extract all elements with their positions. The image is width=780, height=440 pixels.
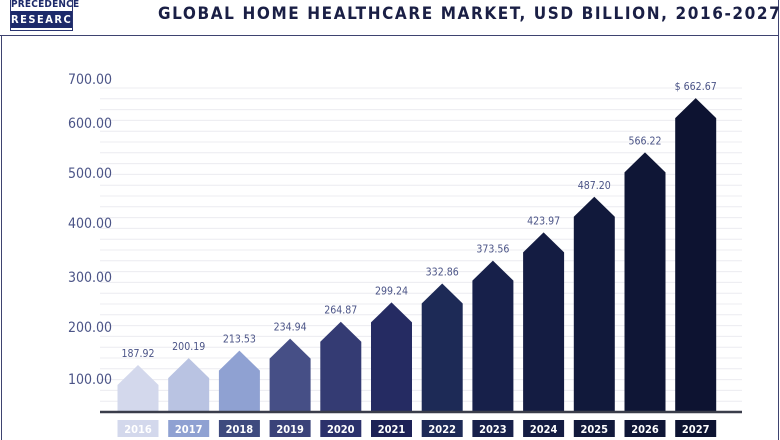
y-tick-label: 700.00	[68, 72, 112, 88]
x-tick-label: 2023	[479, 423, 507, 436]
y-tick-label: 200.00	[68, 320, 112, 336]
y-tick-label: 500.00	[68, 166, 112, 182]
data-label: 264.87	[324, 305, 357, 317]
year-box	[624, 420, 666, 437]
data-label: 487.20	[578, 180, 611, 192]
data-label: 299.24	[375, 285, 408, 297]
x-tick-label: 2019	[276, 423, 304, 436]
x-tick-label: 2022	[428, 423, 456, 436]
frame-right	[778, 0, 779, 440]
x-tick-label: 2027	[682, 423, 710, 436]
chart-title: GLOBAL HOME HEALTHCARE MARKET, USD BILLI…	[158, 4, 780, 24]
year-box	[168, 420, 210, 437]
data-label: $ 662.67	[675, 81, 717, 93]
year-box	[523, 420, 565, 437]
year-box	[117, 420, 159, 437]
data-label: 332.86	[426, 267, 459, 279]
x-tick-label: 2021	[378, 423, 406, 436]
year-box	[269, 420, 311, 437]
bar-2018	[218, 350, 260, 412]
x-tick-label: 2024	[530, 423, 558, 436]
y-tick-label: 400.00	[68, 216, 112, 232]
year-box	[320, 420, 362, 437]
bar-2019	[269, 338, 311, 412]
x-tick-label: 2026	[631, 423, 659, 436]
bar-2021	[371, 302, 412, 412]
bar-2020	[320, 321, 362, 412]
data-label: 187.92	[121, 348, 154, 360]
x-tick-label: 2016	[124, 423, 152, 436]
bar-2016	[117, 364, 159, 412]
bar-2025	[573, 196, 615, 412]
x-tick-label: 2025	[581, 423, 609, 436]
frame-left	[1, 35, 2, 440]
bar-2022	[421, 283, 463, 412]
data-label: 200.19	[172, 341, 205, 353]
bar-2017	[168, 358, 210, 412]
x-tick-label: 2017	[175, 423, 203, 436]
year-box	[472, 420, 514, 437]
bar-2023	[472, 260, 514, 412]
bar-2027	[675, 98, 717, 413]
year-box	[371, 420, 412, 437]
logo: PRECEDENCE RESEARCH	[10, 0, 83, 31]
y-tick-label: 600.00	[68, 116, 112, 132]
data-label: 423.97	[527, 215, 560, 227]
year-box	[218, 420, 260, 437]
bar-2026	[624, 152, 666, 413]
bar-2024	[523, 232, 565, 412]
year-box	[421, 420, 463, 437]
year-box	[573, 420, 615, 437]
frame-top	[0, 35, 779, 36]
data-label: 373.56	[476, 244, 509, 256]
data-label: 566.22	[628, 135, 661, 147]
x-tick-label: 2020	[327, 423, 355, 436]
data-label: 234.94	[274, 322, 307, 334]
logo-line1: PRECEDENCE	[11, 0, 80, 10]
logo-line2: RESEARCH	[11, 11, 83, 28]
data-label: 213.53	[223, 334, 256, 346]
x-tick-label: 2018	[226, 423, 254, 436]
y-tick-label: 100.00	[68, 372, 112, 388]
year-box	[675, 420, 717, 437]
y-tick-label: 300.00	[68, 270, 112, 286]
